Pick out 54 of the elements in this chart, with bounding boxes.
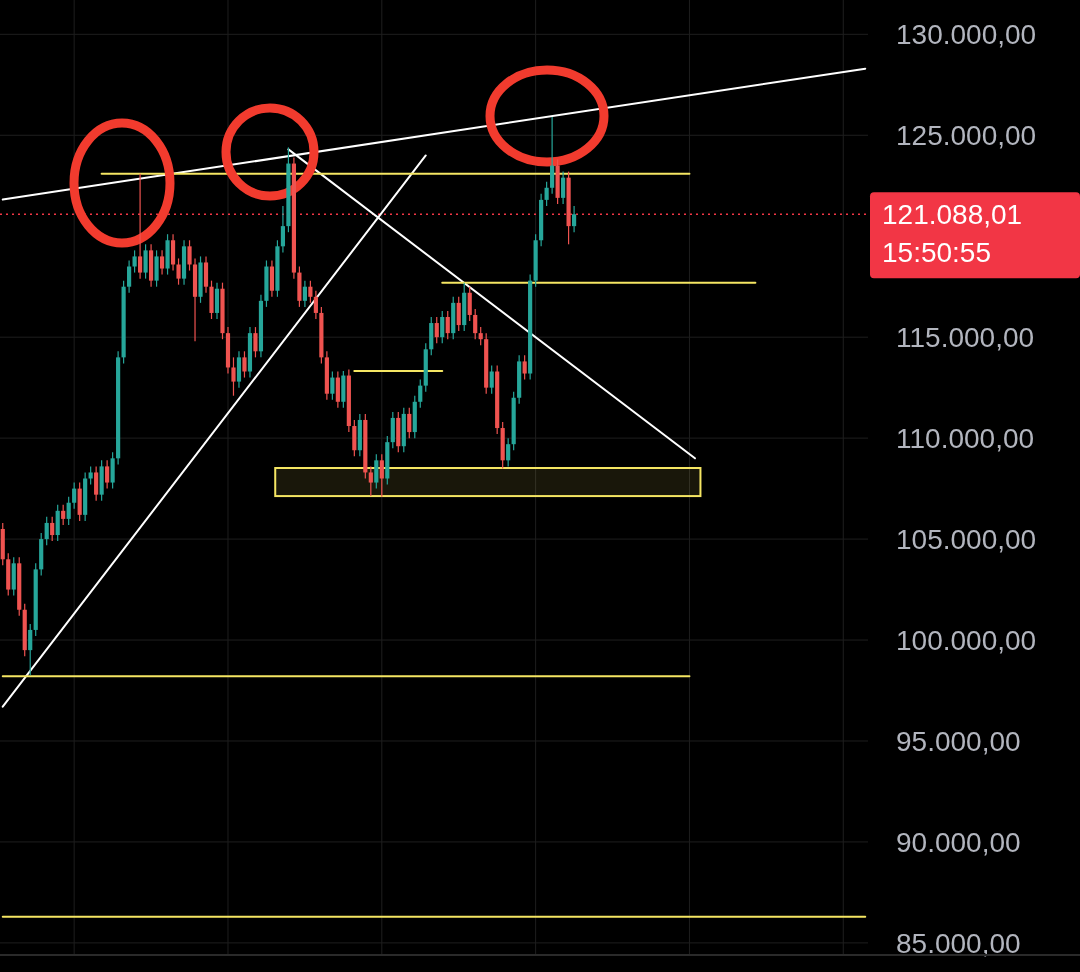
candlestick xyxy=(132,249,137,274)
candlestick xyxy=(506,437,511,467)
candlestick xyxy=(572,205,577,233)
candlestick xyxy=(473,308,478,340)
y-tick-label: 100.000,00 xyxy=(896,625,1037,657)
candlestick xyxy=(127,259,132,294)
candlestick xyxy=(478,326,483,346)
candlestick xyxy=(456,296,461,332)
candlestick xyxy=(330,370,335,401)
candlestick xyxy=(44,516,49,546)
candlestick xyxy=(242,350,247,379)
candlestick xyxy=(445,310,450,340)
y-tick-label: 115.000,00 xyxy=(896,322,1035,354)
candlestick xyxy=(88,465,93,486)
candlestick xyxy=(407,407,412,439)
y-tick-label: 130.000,00 xyxy=(896,19,1037,51)
candlestick xyxy=(467,286,472,322)
candlestick xyxy=(302,280,307,308)
candlestick xyxy=(253,326,258,358)
candlestick xyxy=(176,257,181,286)
y-tick-label: 95.000,00 xyxy=(896,726,1021,758)
text: 15:50:55 xyxy=(882,237,991,269)
y-tick-label: 105.000,00 xyxy=(896,524,1037,556)
candlestick xyxy=(50,516,55,542)
candlestick xyxy=(374,453,379,490)
candlestick xyxy=(143,243,148,280)
candlestick xyxy=(308,280,313,304)
candlestick xyxy=(159,249,165,276)
candlestick xyxy=(280,205,286,253)
candlestick xyxy=(187,239,192,272)
candlestick xyxy=(561,171,566,205)
candlestick xyxy=(94,465,99,502)
candlestick xyxy=(550,116,555,195)
candlestick xyxy=(313,290,318,320)
ref-line-label: 121.088,01 xyxy=(882,199,1023,231)
candlestick xyxy=(66,496,71,526)
candlestick xyxy=(440,310,445,344)
y-tick-label: 85.000,00 xyxy=(896,927,1021,959)
candlestick xyxy=(28,623,33,676)
y-tick-label: 110.000,00 xyxy=(896,423,1035,455)
candlestick xyxy=(138,173,143,280)
candlestick xyxy=(61,504,66,526)
candlestick xyxy=(522,354,527,381)
candlestick xyxy=(489,364,494,395)
candlestick xyxy=(368,465,373,497)
y-tick-label: 90.000,00 xyxy=(896,827,1021,859)
candlestick xyxy=(418,378,423,409)
y-tick-label: 125.000,00 xyxy=(896,120,1037,152)
candlestick xyxy=(544,181,549,207)
candlestick xyxy=(105,459,110,490)
candlestick xyxy=(72,481,77,510)
candlestick xyxy=(231,356,236,397)
candlestick xyxy=(434,316,439,344)
candlestick xyxy=(379,453,384,498)
